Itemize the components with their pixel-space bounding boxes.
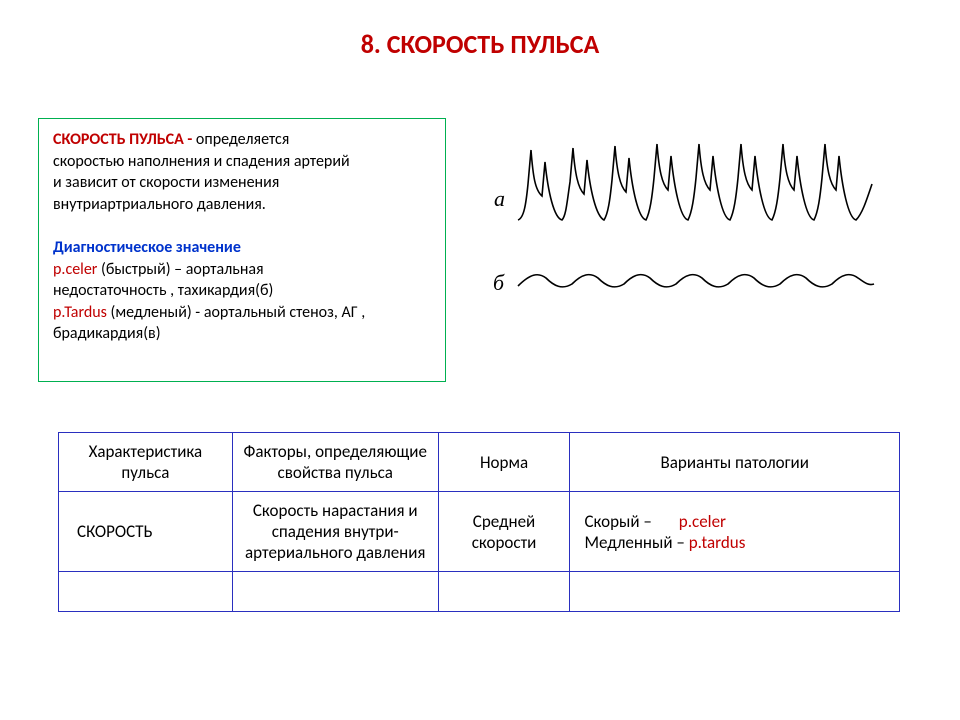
celer-latin: p.celer	[53, 260, 97, 279]
pulse-table: Характеристика пульса Факторы, определяю…	[58, 432, 900, 612]
slow-wave	[518, 275, 874, 287]
diagnostic-heading: Диагностическое значение	[53, 238, 241, 257]
waveform-label-a: а	[494, 186, 505, 212]
waveform-diagram	[512, 122, 892, 342]
empty-cell	[232, 572, 438, 612]
fast-latin: p.celer	[679, 511, 726, 532]
empty-cell	[438, 572, 570, 612]
cell-factors: Скорость нарастания и спадения внутри-ар…	[232, 492, 438, 572]
cell-speed: СКОРОСТЬ	[59, 492, 233, 572]
tardus-latin: p.Tardus	[53, 303, 107, 322]
def-line2: скоростью наполнения и спадения артерий	[53, 152, 350, 171]
cell-pathology: Скорый – p.celer Медленный – p.tardus	[570, 492, 900, 572]
waveform-svg	[512, 122, 892, 342]
slow-latin: p.tardus	[689, 532, 746, 553]
header-characteristic: Характеристика пульса	[59, 433, 233, 492]
page-title: 8. СКОРОСТЬ ПУЛЬСА	[0, 28, 960, 60]
header-pathology: Варианты патологии	[570, 433, 900, 492]
definition-term: СКОРОСТЬ ПУЛЬСА -	[53, 130, 196, 149]
celer-text2: недостаточность , тахикардия(б)	[53, 281, 273, 300]
table-row: СКОРОСТЬ Скорость нарастания и спадения …	[59, 492, 900, 572]
table-empty-row	[59, 572, 900, 612]
def-line3: и зависит от скорости изменения	[53, 173, 279, 192]
celer-text1: (быстрый) – аортальная	[97, 260, 263, 279]
def-line1: определяется	[196, 130, 289, 149]
empty-cell	[59, 572, 233, 612]
sharp-wave	[518, 144, 872, 220]
fast-label: Скорый –	[584, 511, 655, 532]
table-header-row: Характеристика пульса Факторы, определяю…	[59, 433, 900, 492]
empty-cell	[570, 572, 900, 612]
waveform-label-b: б	[493, 270, 504, 296]
definition-box: СКОРОСТЬ ПУЛЬСА - определяется скоростью…	[38, 118, 446, 382]
cell-norm: Средней скорости	[438, 492, 570, 572]
header-factors: Факторы, определяющие свойства пульса	[232, 433, 438, 492]
slow-label: Медленный –	[584, 532, 688, 553]
def-line4: внутриартриального давления.	[53, 195, 266, 214]
header-norm: Норма	[438, 433, 570, 492]
